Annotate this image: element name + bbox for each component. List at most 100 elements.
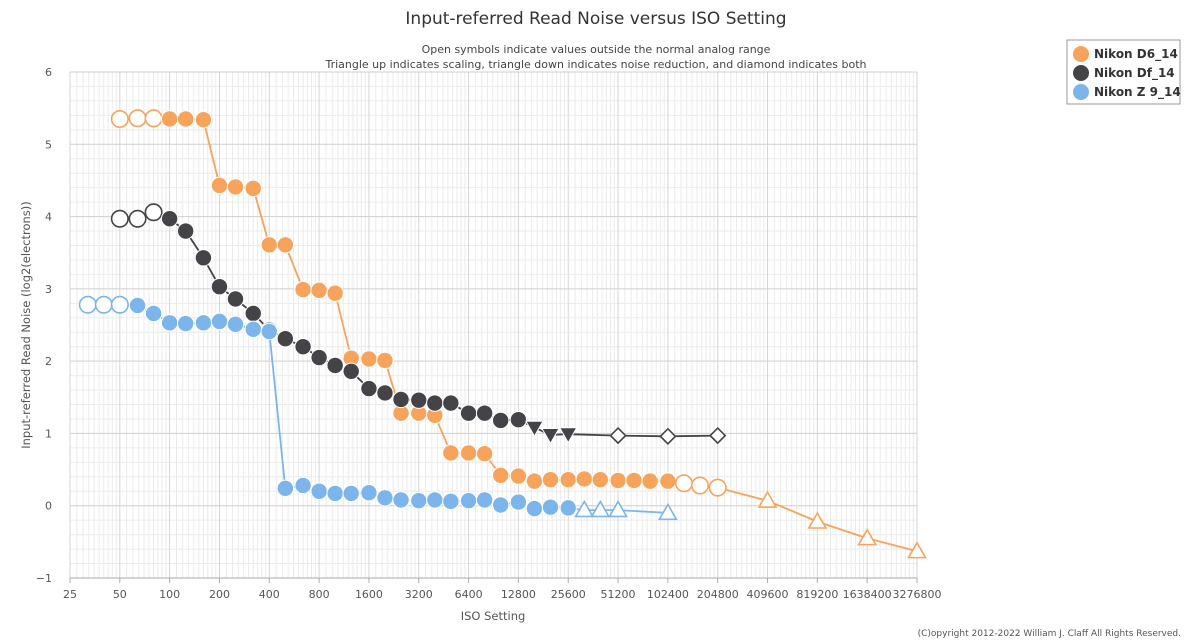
data-point-circle <box>110 295 129 314</box>
data-point-circle <box>674 474 693 493</box>
data-point-circle <box>360 379 378 398</box>
data-point-circle <box>310 281 328 300</box>
data-point-triangle-up <box>907 541 927 559</box>
x-tick-label: 409600 <box>747 588 789 601</box>
y-tick-label: 2 <box>45 355 52 368</box>
data-point-circle <box>310 348 328 367</box>
legend-item[interactable]: Nikon Df_14 <box>1073 65 1175 81</box>
data-point-circle <box>310 482 328 500</box>
y-tick-label: 0 <box>45 500 52 513</box>
data-point-circle <box>525 472 544 490</box>
legend-symbol <box>1073 65 1089 81</box>
x-tick-label: 100 <box>159 588 180 601</box>
data-point-triangle-up <box>608 499 628 518</box>
data-point-circle <box>260 322 278 341</box>
data-point-circle <box>226 290 245 308</box>
data-point-circle <box>144 109 163 128</box>
data-point-circle <box>260 236 278 254</box>
data-point-circle <box>160 110 179 128</box>
x-tick-label: 25 <box>63 588 77 601</box>
x-tick-label: 400 <box>259 588 280 601</box>
data-point-circle <box>690 476 709 495</box>
data-point-circle <box>376 384 394 402</box>
series-2 <box>78 295 678 521</box>
data-point-triangle-up <box>857 528 878 546</box>
data-point-circle <box>559 470 577 489</box>
data-point-circle <box>160 210 179 228</box>
plot-axes: 25 50 100 200 400 800 1600 3200 6400 12800 25600 51… <box>36 66 942 601</box>
data-point-circle <box>326 284 344 302</box>
data-point-circle <box>491 411 510 430</box>
x-tick-label: 3276800 <box>893 588 942 601</box>
data-point-circle <box>226 315 245 333</box>
data-point-circle <box>194 314 213 332</box>
data-point-circle <box>708 478 727 497</box>
copyright-credit: (C)opyright 2012-2022 William J. Claff A… <box>918 629 1181 639</box>
data-point-circle <box>326 484 344 503</box>
x-tick-label: 102400 <box>647 588 689 601</box>
data-point-circle <box>294 280 312 299</box>
x-tick-label: 3200 <box>405 588 433 601</box>
data-point-circle <box>294 476 312 495</box>
data-point-circle <box>342 484 360 503</box>
data-point-circle <box>459 444 478 462</box>
data-point-triangle-up <box>590 499 611 518</box>
data-point-circle <box>410 391 428 409</box>
data-point-circle <box>210 312 229 331</box>
data-point-triangle-down <box>525 420 544 438</box>
x-tick-label: 800 <box>309 588 330 601</box>
legend-item[interactable]: Nikon D6_14 <box>1073 46 1178 62</box>
data-point-circle <box>509 467 528 485</box>
data-point-circle <box>459 404 478 422</box>
data-point-circle <box>144 304 163 323</box>
data-point-circle <box>559 499 577 517</box>
data-point-diamond <box>659 427 677 445</box>
data-point-circle <box>194 111 213 129</box>
data-point-circle <box>244 179 262 198</box>
series-0 <box>110 109 927 559</box>
y-tick-label: 6 <box>45 66 52 79</box>
data-point-circle <box>459 491 478 510</box>
data-point-circle <box>128 109 147 128</box>
data-point-circle <box>491 496 510 514</box>
data-point-circle <box>376 351 394 370</box>
chart-subtitle-line-1: Open symbols indicate values outside the… <box>422 43 771 56</box>
x-tick-label: 1638400 <box>843 588 892 601</box>
data-point-circle <box>575 470 593 488</box>
data-point-circle <box>410 491 428 510</box>
data-point-circle <box>128 296 147 315</box>
data-point-triangle-down <box>558 427 578 444</box>
data-point-circle <box>128 209 147 228</box>
legend-symbol <box>1073 84 1089 100</box>
data-point-triangle-up <box>807 511 828 529</box>
data-point-circle <box>294 337 312 356</box>
x-tick-label: 25600 <box>551 588 586 601</box>
data-point-circle <box>475 404 494 422</box>
data-point-circle <box>276 330 295 348</box>
legend-symbol <box>1073 46 1089 62</box>
data-point-circle <box>509 410 528 429</box>
data-point-circle <box>210 176 229 195</box>
data-point-diamond <box>609 426 627 445</box>
data-point-circle <box>609 471 627 490</box>
data-point-circle <box>194 249 213 267</box>
data-point-circle <box>641 472 659 490</box>
x-tick-label: 200 <box>209 588 230 601</box>
x-tick-label: 51200 <box>601 588 636 601</box>
data-point-circle <box>541 470 560 489</box>
data-point-circle <box>491 466 510 485</box>
data-point-triangle-up <box>658 502 678 521</box>
data-point-circle <box>659 472 677 490</box>
data-point-circle <box>360 484 378 502</box>
data-point-circle <box>442 394 460 412</box>
data-point-circle <box>226 178 245 196</box>
data-point-circle <box>376 489 394 507</box>
data-point-circle <box>210 277 229 296</box>
x-tick-label: 50 <box>113 588 127 601</box>
data-point-circle <box>392 491 410 509</box>
plot-grid <box>69 71 918 579</box>
legend-label: Nikon D6_14 <box>1094 47 1178 62</box>
x-tick-label: 819200 <box>796 588 838 601</box>
legend-item[interactable]: Nikon Z 9_14 <box>1073 84 1181 100</box>
